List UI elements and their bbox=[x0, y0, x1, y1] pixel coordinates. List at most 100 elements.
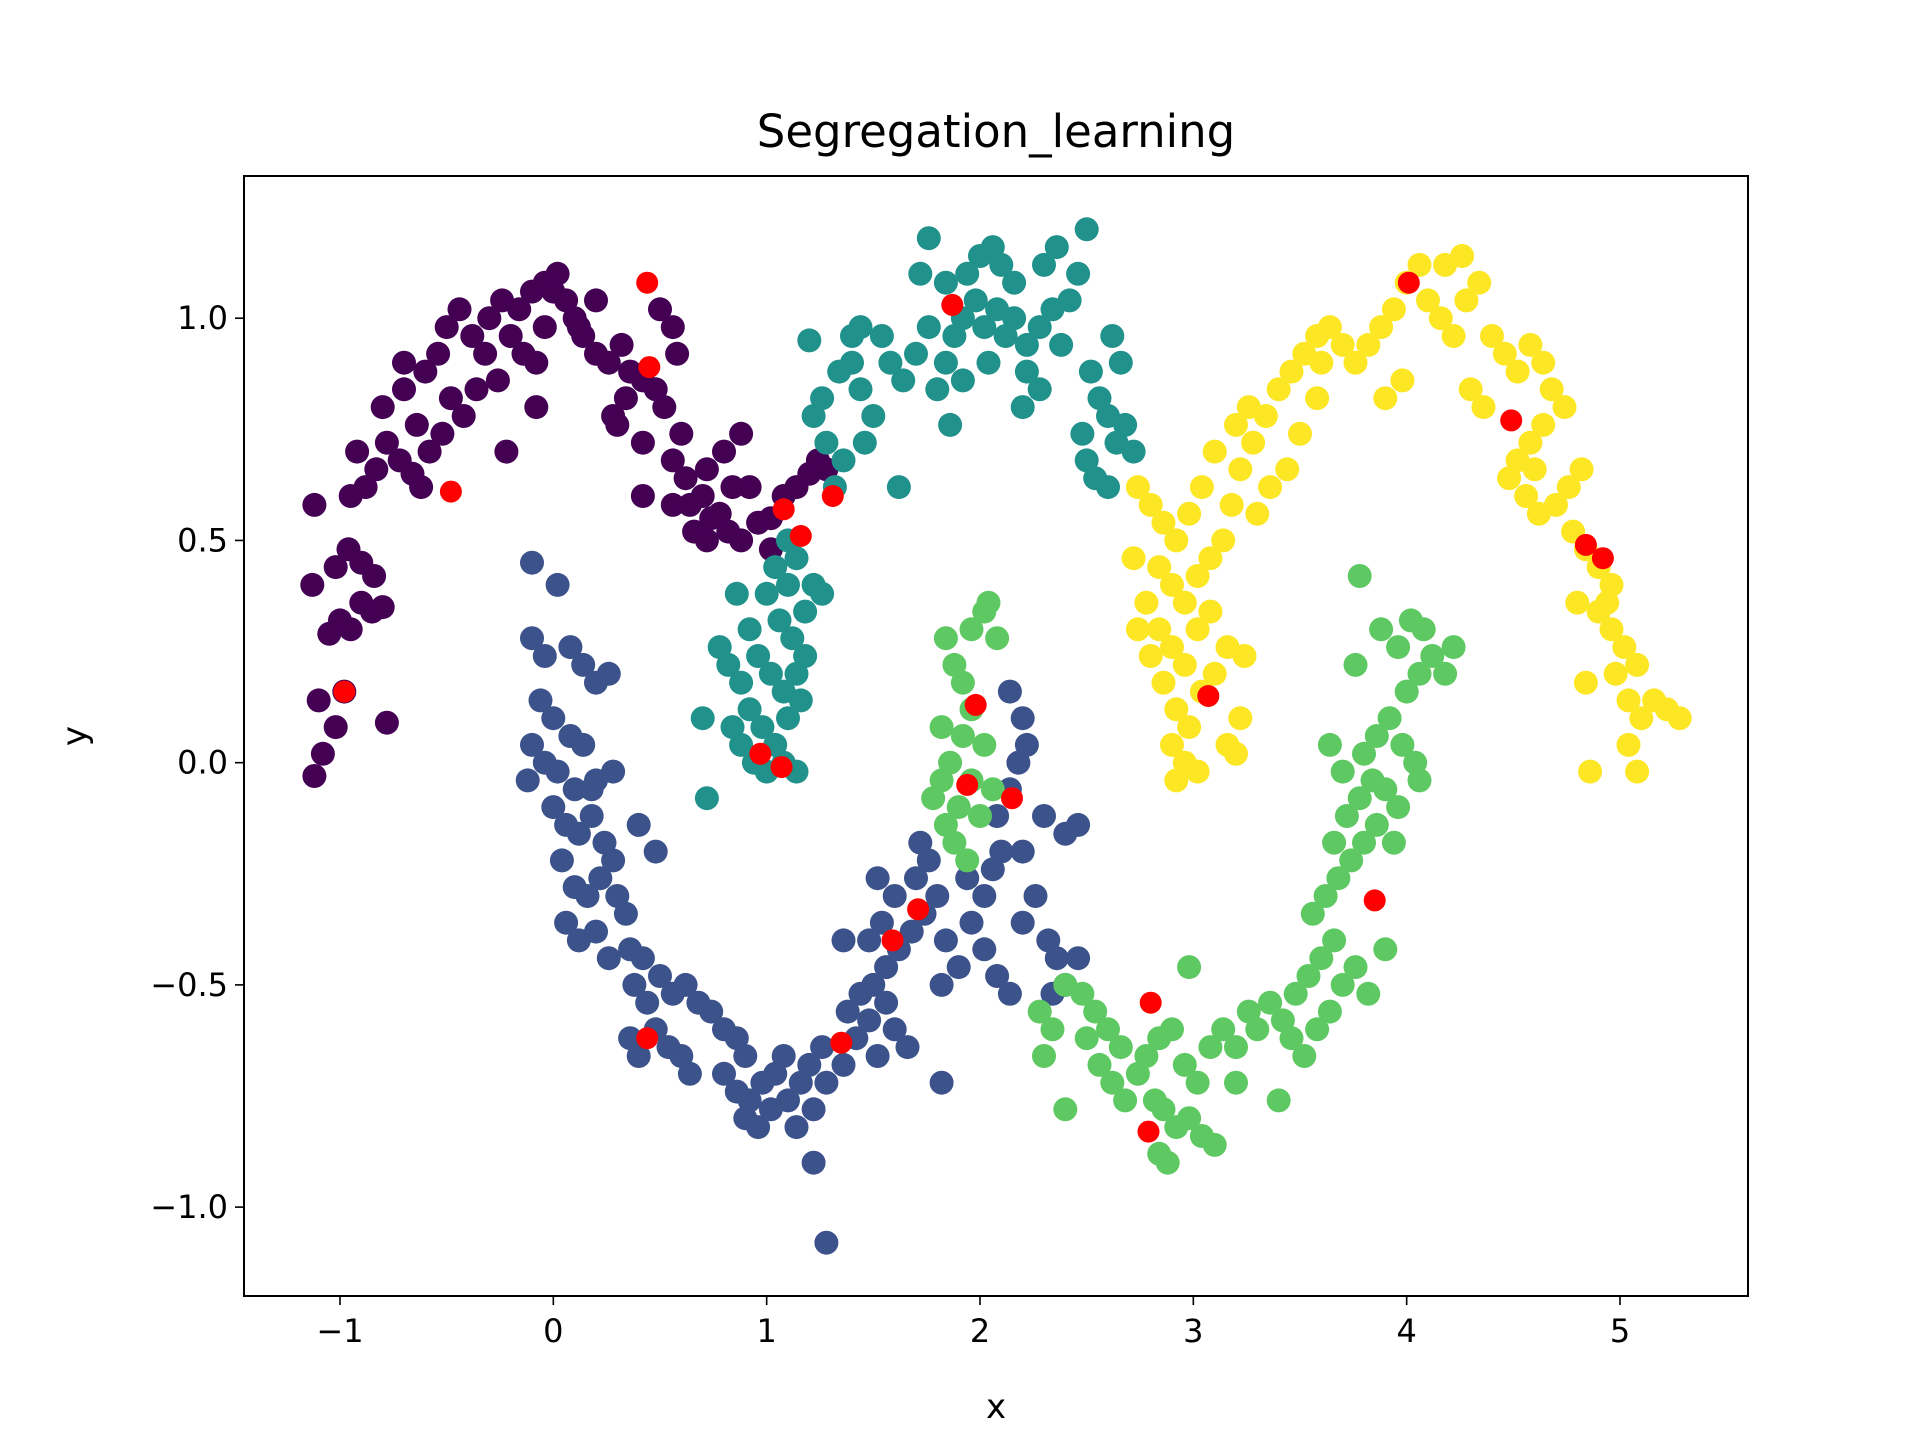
scatter-point bbox=[1518, 430, 1543, 455]
scatter-point bbox=[1198, 546, 1223, 571]
scatter-point bbox=[1027, 377, 1052, 402]
scatter-point bbox=[955, 866, 980, 891]
scatter-point bbox=[635, 990, 660, 1015]
scatter-point bbox=[1066, 812, 1091, 837]
scatter-point bbox=[579, 804, 604, 828]
scatter-point bbox=[1578, 759, 1603, 784]
scatter-point bbox=[306, 688, 331, 713]
scatter-point bbox=[1137, 1120, 1160, 1143]
scatter-point bbox=[933, 626, 958, 651]
scatter-point bbox=[588, 866, 613, 891]
scatter-point bbox=[770, 756, 793, 779]
scatter-point bbox=[1198, 599, 1223, 624]
scatter-point bbox=[362, 564, 387, 588]
scatter-point bbox=[520, 550, 544, 575]
scatter-point bbox=[763, 555, 788, 580]
scatter-point bbox=[1266, 377, 1291, 402]
scatter-point bbox=[1036, 928, 1061, 953]
scatter-point bbox=[793, 644, 818, 668]
scatter-point bbox=[1125, 475, 1150, 500]
scatter-point bbox=[1096, 475, 1120, 500]
scatter-point bbox=[323, 555, 348, 580]
scatter-point bbox=[1305, 386, 1330, 411]
scatter-point bbox=[788, 1070, 813, 1095]
scatter-point bbox=[1309, 946, 1334, 971]
scatter-point bbox=[1160, 635, 1184, 660]
scatter-point bbox=[1433, 661, 1458, 686]
scatter-point bbox=[814, 1070, 839, 1095]
scatter-point bbox=[1049, 332, 1074, 357]
scatter-point bbox=[1219, 492, 1244, 517]
scatter-point bbox=[1164, 697, 1189, 722]
scatter-point bbox=[835, 999, 860, 1024]
scatter-point bbox=[1292, 1044, 1317, 1068]
scatter-point bbox=[968, 804, 992, 828]
scatter-point bbox=[1010, 706, 1035, 731]
scatter-point bbox=[881, 929, 904, 952]
scatter-point bbox=[964, 693, 987, 716]
scatter-point bbox=[895, 1035, 920, 1060]
scatter-point bbox=[933, 928, 958, 953]
scatter-point bbox=[955, 848, 980, 873]
scatter-point bbox=[1352, 830, 1376, 855]
scatter-point bbox=[882, 884, 907, 908]
scatter-point bbox=[1138, 492, 1163, 517]
scatter-point bbox=[613, 386, 638, 411]
scatter-point bbox=[1172, 1052, 1197, 1077]
scatter-point bbox=[1369, 315, 1394, 340]
scatter-point bbox=[707, 501, 732, 526]
scatter-point bbox=[1522, 457, 1547, 482]
scatter-point bbox=[596, 661, 621, 686]
y-tick-label: −0.5 bbox=[150, 966, 228, 1004]
scatter-point bbox=[904, 866, 928, 891]
scatter-point bbox=[1083, 999, 1108, 1024]
scatter-point bbox=[1625, 652, 1650, 677]
scatter-point bbox=[1334, 804, 1359, 828]
x-tick-label: 0 bbox=[543, 1312, 563, 1350]
scatter-point bbox=[1296, 964, 1321, 988]
scatter-point bbox=[1211, 1017, 1236, 1042]
scatter-point bbox=[956, 773, 979, 796]
scatter-point bbox=[1032, 804, 1056, 828]
scatter-point bbox=[652, 395, 677, 420]
scatter-point bbox=[1151, 510, 1176, 535]
scatter-point bbox=[848, 377, 873, 402]
scatter-point bbox=[1394, 679, 1419, 704]
scatter-point bbox=[1386, 635, 1411, 660]
scatter-point bbox=[1121, 546, 1146, 571]
scatter-point bbox=[1185, 1070, 1210, 1095]
scatter-point bbox=[579, 777, 604, 802]
scatter-point bbox=[524, 350, 549, 375]
scatter-point bbox=[1032, 1044, 1056, 1068]
scatter-point bbox=[874, 955, 899, 980]
scatter-point bbox=[1224, 741, 1248, 766]
scatter-point bbox=[1492, 341, 1517, 366]
scatter-point bbox=[392, 350, 416, 375]
scatter-point bbox=[1309, 350, 1334, 375]
scatter-point bbox=[1228, 457, 1253, 482]
scatter-point bbox=[409, 475, 434, 500]
scatter-point bbox=[933, 270, 958, 295]
scatter-point bbox=[571, 652, 596, 677]
scatter-point bbox=[1330, 759, 1355, 784]
scatter-point bbox=[1113, 412, 1138, 437]
scatter-point bbox=[1125, 1061, 1150, 1086]
y-tick-label: 0.0 bbox=[177, 744, 228, 782]
scatter-point bbox=[507, 297, 532, 322]
scatter-point bbox=[852, 430, 877, 455]
scatter-point bbox=[541, 795, 566, 820]
scatter-point bbox=[878, 350, 903, 375]
scatter-point bbox=[1407, 661, 1432, 686]
chart-title: Segregation_learning bbox=[757, 105, 1235, 158]
scatter-point bbox=[498, 324, 523, 348]
scatter-point bbox=[1467, 270, 1492, 295]
scatter-point bbox=[776, 706, 800, 731]
scatter-point bbox=[1164, 528, 1189, 553]
scatter-point bbox=[865, 866, 890, 891]
scatter-point bbox=[1441, 324, 1466, 348]
scatter-point bbox=[1006, 750, 1031, 775]
scatter-point bbox=[636, 1027, 659, 1050]
scatter-point bbox=[925, 884, 950, 908]
scatter-point bbox=[1066, 946, 1091, 971]
